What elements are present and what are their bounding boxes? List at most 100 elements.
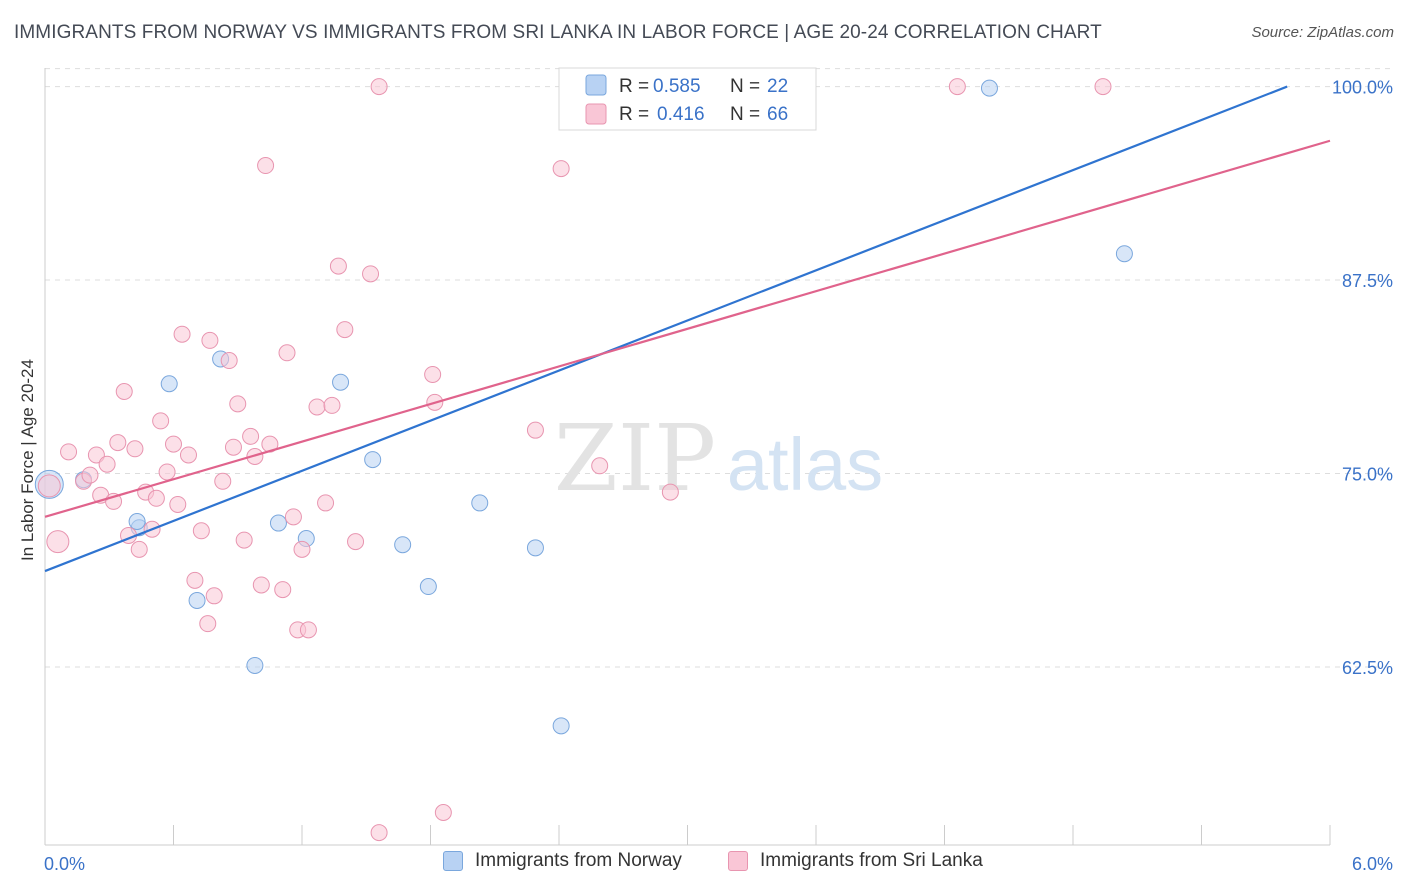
srilanka-point (179, 446, 197, 464)
srilanka-point (214, 472, 232, 490)
legend-marker-srilanka (728, 851, 748, 871)
legend-marker-norway (443, 851, 463, 871)
srilanka-point (224, 438, 242, 456)
norway-point (160, 375, 178, 393)
srilanka-point (336, 321, 354, 339)
y-tick-labels: 62.5% 75.0% 87.5% 100.0% (1332, 78, 1393, 678)
srilanka-point (192, 522, 210, 540)
srilanka-point (424, 365, 442, 383)
srilanka-point (158, 463, 176, 481)
norway-point (419, 578, 437, 596)
norway-point (526, 539, 544, 557)
srilanka-point (147, 489, 165, 507)
srilanka-point (98, 455, 116, 473)
srilanka-point (661, 483, 679, 501)
srilanka-point (274, 581, 292, 599)
srilanka-point (126, 440, 144, 458)
legend-norway-r-label: R = (619, 76, 649, 97)
srilanka-point (370, 78, 388, 96)
srilanka-point (1094, 78, 1112, 96)
norway-point (128, 513, 146, 531)
legend-swatch-srilanka (585, 103, 607, 125)
x-tick-label-min: 0.0% (44, 854, 85, 874)
srilanka-point (323, 396, 341, 414)
legend-box: R = 0.585 N = 22 R = 0.416 N = 66 (558, 67, 817, 131)
srilanka-point (299, 621, 317, 639)
srilanka-point (115, 382, 133, 400)
y-tick-label: 87.5% (1342, 271, 1393, 291)
norway-point (246, 656, 264, 674)
trend-line-norway (44, 85, 1288, 573)
srilanka-point (347, 533, 365, 551)
norway-point (980, 79, 998, 97)
srilanka-point (46, 530, 70, 554)
watermark: ZIP atlas (554, 405, 883, 512)
srilanka-point (152, 412, 170, 430)
norway-point (364, 451, 382, 469)
legend-norway-n-label: N = (730, 76, 760, 97)
legend-label-norway: Immigrants from Norway (475, 850, 682, 871)
watermark-atlas: atlas (727, 423, 883, 506)
norway-point (188, 591, 206, 609)
legend-srilanka-r-label: R = (619, 104, 649, 125)
srilanka-point (220, 352, 238, 370)
srilanka-point (205, 587, 223, 605)
norway-point (471, 494, 489, 512)
norway-point (552, 717, 570, 735)
srilanka-point (526, 421, 544, 439)
srilanka-point (362, 265, 380, 283)
srilanka-point (252, 576, 270, 594)
norway-point (269, 514, 287, 532)
legend-norway-r-value: 0.585 (653, 76, 701, 97)
srilanka-point (317, 494, 335, 512)
y-tick-label: 75.0% (1342, 465, 1393, 485)
grid-lines (45, 68, 1395, 668)
srilanka-point (109, 434, 127, 452)
legend-item-srilanka: Immigrants from Sri Lanka (728, 850, 983, 872)
srilanka-point (199, 615, 217, 633)
srilanka-point (293, 540, 311, 558)
srilanka-point (257, 157, 275, 175)
srilanka-point (201, 331, 219, 349)
srilanka-point (278, 344, 296, 362)
srilanka-point (242, 427, 260, 445)
y-axis-label: In Labor Force | Age 20-24 (18, 359, 37, 561)
y-tick-label: 62.5% (1342, 658, 1393, 678)
x-tick-labels: 0.0% 6.0% (44, 854, 1393, 874)
norway-point (1115, 245, 1133, 263)
legend-item-norway: Immigrants from Norway (443, 850, 682, 872)
legend-srilanka-n-label: N = (730, 104, 760, 125)
srilanka-point (552, 160, 570, 178)
srilanka-point (948, 78, 966, 96)
srilanka-point (284, 508, 302, 526)
srilanka-point (186, 571, 204, 589)
watermark-zip: ZIP (554, 405, 716, 512)
chart-title: IMMIGRANTS FROM NORWAY VS IMMIGRANTS FRO… (14, 22, 1102, 43)
srilanka-point (370, 824, 388, 842)
srilanka-point (165, 435, 182, 453)
srilanka-point (87, 446, 105, 464)
srilanka-point (60, 443, 78, 461)
legend-norway-n-value: 22 (767, 76, 788, 97)
norway-point (332, 373, 350, 391)
legend-srilanka-r-value: 0.416 (657, 104, 705, 125)
srilanka-point (434, 803, 452, 821)
srilanka-point (37, 474, 61, 498)
legend-srilanka-n-value: 66 (767, 104, 788, 125)
trend-lines (44, 85, 1331, 573)
srilanka-point (130, 540, 148, 558)
srilanka-point (308, 398, 326, 416)
srilanka-point (235, 531, 253, 549)
srilanka-point (591, 457, 609, 475)
source-credit: Source: ZipAtlas.com (1251, 24, 1394, 41)
trend-line-srilanka (44, 139, 1331, 518)
legend-label-srilanka: Immigrants from Sri Lanka (760, 850, 983, 871)
srilanka-point (329, 257, 347, 275)
x-tick-label-max: 6.0% (1352, 854, 1393, 874)
axes (44, 68, 1331, 846)
legend-swatch-norway (585, 74, 607, 96)
srilanka-points (37, 78, 1112, 842)
norway-point (394, 536, 412, 554)
srilanka-point (173, 325, 191, 343)
